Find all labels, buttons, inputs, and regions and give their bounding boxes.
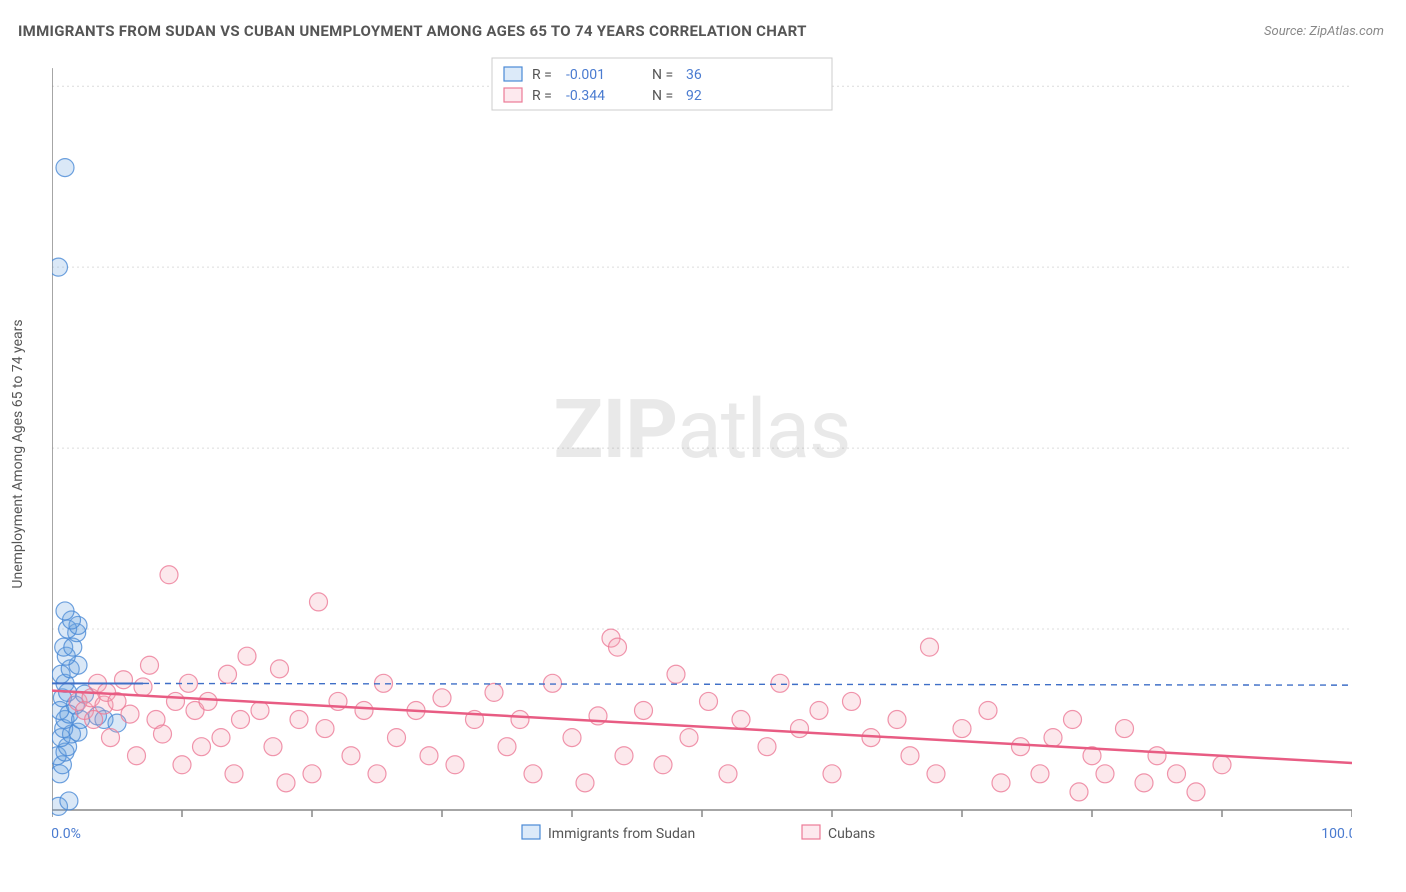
point-cuban — [199, 692, 217, 710]
legend-r-cuban: -0.344 — [566, 88, 605, 104]
point-cuban — [141, 656, 159, 674]
legend-r-label: R = — [532, 67, 552, 83]
point-cuban — [901, 747, 919, 765]
point-cuban — [160, 566, 178, 584]
point-cuban — [212, 729, 230, 747]
point-cuban — [1135, 774, 1153, 792]
point-cuban — [576, 774, 594, 792]
point-cuban — [1070, 783, 1088, 801]
point-cuban — [193, 738, 211, 756]
point-sudan — [52, 258, 68, 276]
point-cuban — [953, 720, 971, 738]
point-cuban — [667, 665, 685, 683]
legend-bottom-label-sudan: Immigrants from Sudan — [548, 826, 695, 842]
legend-r-label: R = — [532, 88, 552, 104]
point-cuban — [167, 692, 185, 710]
point-cuban — [524, 765, 542, 783]
legend-swatch-sudan — [504, 67, 522, 81]
point-sudan — [56, 159, 74, 177]
point-cuban — [277, 774, 295, 792]
y-axis-label: Unemployment Among Ages 65 to 74 years — [10, 319, 26, 588]
point-cuban — [420, 747, 438, 765]
point-cuban — [888, 711, 906, 729]
point-cuban — [388, 729, 406, 747]
point-cuban — [232, 711, 250, 729]
legend-bottom-label-cuban: Cubans — [828, 826, 875, 842]
point-cuban — [485, 683, 503, 701]
point-cuban — [134, 678, 152, 696]
point-cuban — [810, 701, 828, 719]
point-cuban — [1213, 756, 1231, 774]
point-cuban — [680, 729, 698, 747]
point-cuban — [303, 765, 321, 783]
point-cuban — [128, 747, 146, 765]
point-cuban — [498, 738, 516, 756]
point-cuban — [271, 660, 289, 678]
scatter-chart: Unemployment Among Ages 65 to 74 years Z… — [52, 50, 1352, 842]
legend-n-label: N = — [652, 88, 673, 104]
point-cuban — [511, 711, 529, 729]
legend-n-cuban: 92 — [686, 88, 702, 104]
point-cuban — [1168, 765, 1186, 783]
legend-bottom-swatch-sudan — [522, 825, 540, 839]
point-cuban — [635, 701, 653, 719]
point-cuban — [992, 774, 1010, 792]
chart-svg: 10.0%20.0%30.0%40.0%0.0%100.0%R =-0.001N… — [52, 50, 1352, 882]
point-cuban — [791, 720, 809, 738]
legend-n-label: N = — [652, 67, 673, 83]
point-sudan — [56, 602, 74, 620]
point-cuban — [719, 765, 737, 783]
point-cuban — [758, 738, 776, 756]
point-cuban — [238, 647, 256, 665]
point-cuban — [979, 701, 997, 719]
point-cuban — [615, 747, 633, 765]
point-cuban — [310, 593, 328, 611]
point-cuban — [1031, 765, 1049, 783]
point-cuban — [1096, 765, 1114, 783]
x-tick-label: 100.0% — [1321, 826, 1352, 842]
point-cuban — [121, 705, 139, 723]
point-cuban — [368, 765, 386, 783]
point-cuban — [732, 711, 750, 729]
point-cuban — [251, 701, 269, 719]
point-cuban — [355, 701, 373, 719]
point-cuban — [433, 689, 451, 707]
point-cuban — [654, 756, 672, 774]
point-cuban — [843, 692, 861, 710]
point-cuban — [1116, 720, 1134, 738]
point-cuban — [609, 638, 627, 656]
point-cuban — [563, 729, 581, 747]
point-cuban — [219, 665, 237, 683]
legend-bottom-swatch-cuban — [802, 825, 820, 839]
point-cuban — [1148, 747, 1166, 765]
legend-n-sudan: 36 — [686, 67, 702, 83]
point-cuban — [290, 711, 308, 729]
point-sudan — [60, 792, 78, 810]
point-cuban — [115, 671, 133, 689]
point-cuban — [264, 738, 282, 756]
point-cuban — [1012, 738, 1030, 756]
point-cuban — [700, 692, 718, 710]
point-cuban — [1064, 711, 1082, 729]
point-cuban — [823, 765, 841, 783]
point-cuban — [316, 720, 334, 738]
point-cuban — [1187, 783, 1205, 801]
point-cuban — [173, 756, 191, 774]
point-cuban — [225, 765, 243, 783]
source-attribution: Source: ZipAtlas.com — [1264, 24, 1384, 39]
trend-line-sudan-dash — [143, 683, 1352, 685]
point-cuban — [1044, 729, 1062, 747]
point-cuban — [921, 638, 939, 656]
point-cuban — [771, 674, 789, 692]
point-cuban — [154, 725, 172, 743]
legend-swatch-cuban — [504, 88, 522, 102]
x-tick-label: 0.0% — [52, 826, 81, 842]
point-cuban — [927, 765, 945, 783]
chart-title: IMMIGRANTS FROM SUDAN VS CUBAN UNEMPLOYM… — [18, 22, 807, 40]
point-cuban — [446, 756, 464, 774]
point-cuban — [102, 729, 120, 747]
legend-r-sudan: -0.001 — [566, 67, 605, 83]
point-cuban — [342, 747, 360, 765]
